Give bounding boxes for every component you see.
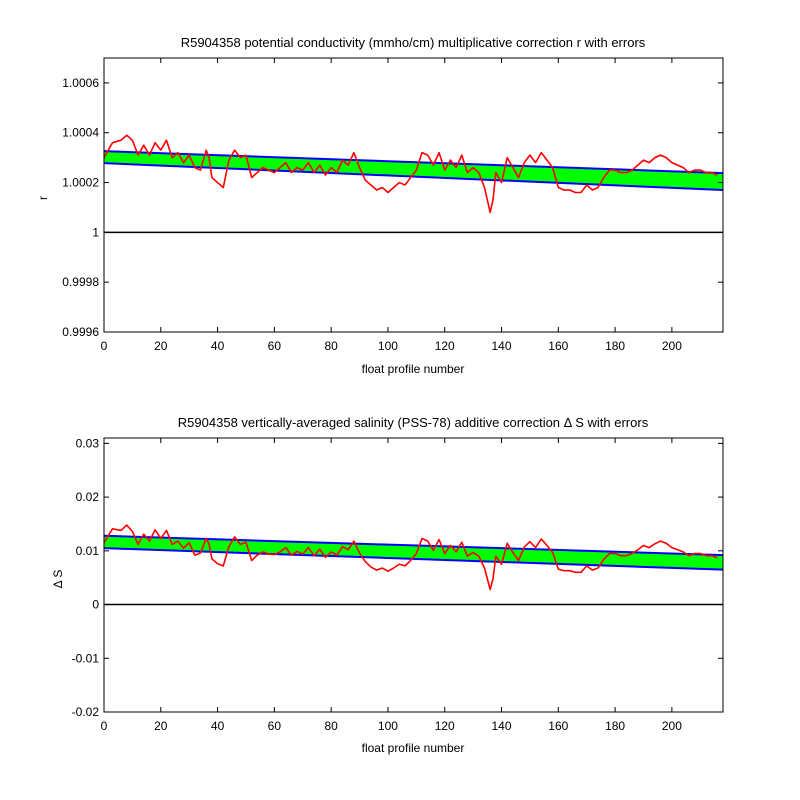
x-tick-label: 120: [435, 339, 455, 353]
axes-frame: [103, 437, 724, 713]
conductivity-correction-panel: R5904358 potential conductivity (mmho/cm…: [36, 35, 724, 376]
x-tick-label: 180: [605, 719, 625, 733]
y-tick-label: 0: [92, 598, 99, 612]
x-tick-label: 100: [378, 719, 398, 733]
x-tick-label: 200: [662, 719, 682, 733]
y-tick-label: 0.03: [76, 436, 100, 450]
y-tick-label: 1.0002: [62, 176, 99, 190]
y-tick-label: -0.01: [72, 651, 100, 665]
y-tick-label: 0.01: [76, 544, 100, 558]
x-tick-label: 120: [435, 719, 455, 733]
error-band: [104, 151, 723, 191]
x-tick-label: 20: [154, 719, 168, 733]
x-tick-label: 60: [268, 339, 282, 353]
x-tick-label: 80: [324, 339, 338, 353]
error-lower-line: [103, 547, 724, 571]
y-tick-label: 1: [92, 225, 99, 239]
x-axis-label: float profile number: [362, 741, 465, 755]
error-band: [104, 535, 723, 570]
y-axis-label: Δ S: [51, 570, 65, 589]
y-tick-label: -0.02: [72, 705, 100, 719]
x-tick-label: 140: [492, 719, 512, 733]
x-tick-label: 40: [211, 339, 225, 353]
y-tick-label: 0.02: [76, 490, 100, 504]
x-tick-label: 20: [154, 339, 168, 353]
x-tick-label: 40: [211, 719, 225, 733]
salinity-correction-panel: R5904358 vertically-averaged salinity (P…: [51, 415, 724, 755]
x-tick-label: 0: [101, 719, 108, 733]
x-tick-label: 140: [492, 339, 512, 353]
y-tick-label: 0.9996: [62, 325, 99, 339]
x-tick-label: 100: [378, 339, 398, 353]
y-tick-label: 1.0006: [62, 76, 99, 90]
x-tick-label: 160: [548, 339, 568, 353]
y-tick-label: 0.9998: [62, 275, 99, 289]
profile-series-line: [103, 134, 718, 214]
x-tick-label: 80: [324, 719, 338, 733]
error-lower-line: [103, 162, 724, 192]
x-tick-label: 200: [662, 339, 682, 353]
x-tick-label: 160: [548, 719, 568, 733]
y-tick-label: 1.0004: [62, 126, 99, 140]
chart-title: R5904358 vertically-averaged salinity (P…: [178, 415, 649, 430]
x-tick-label: 60: [268, 719, 282, 733]
chart-title: R5904358 potential conductivity (mmho/cm…: [181, 35, 646, 50]
axes-frame: [103, 57, 724, 333]
x-tick-label: 180: [605, 339, 625, 353]
x-axis-label: float profile number: [362, 362, 465, 376]
profile-series-line: [103, 524, 718, 591]
x-tick-label: 0: [101, 339, 108, 353]
y-axis-label: r: [36, 196, 50, 200]
